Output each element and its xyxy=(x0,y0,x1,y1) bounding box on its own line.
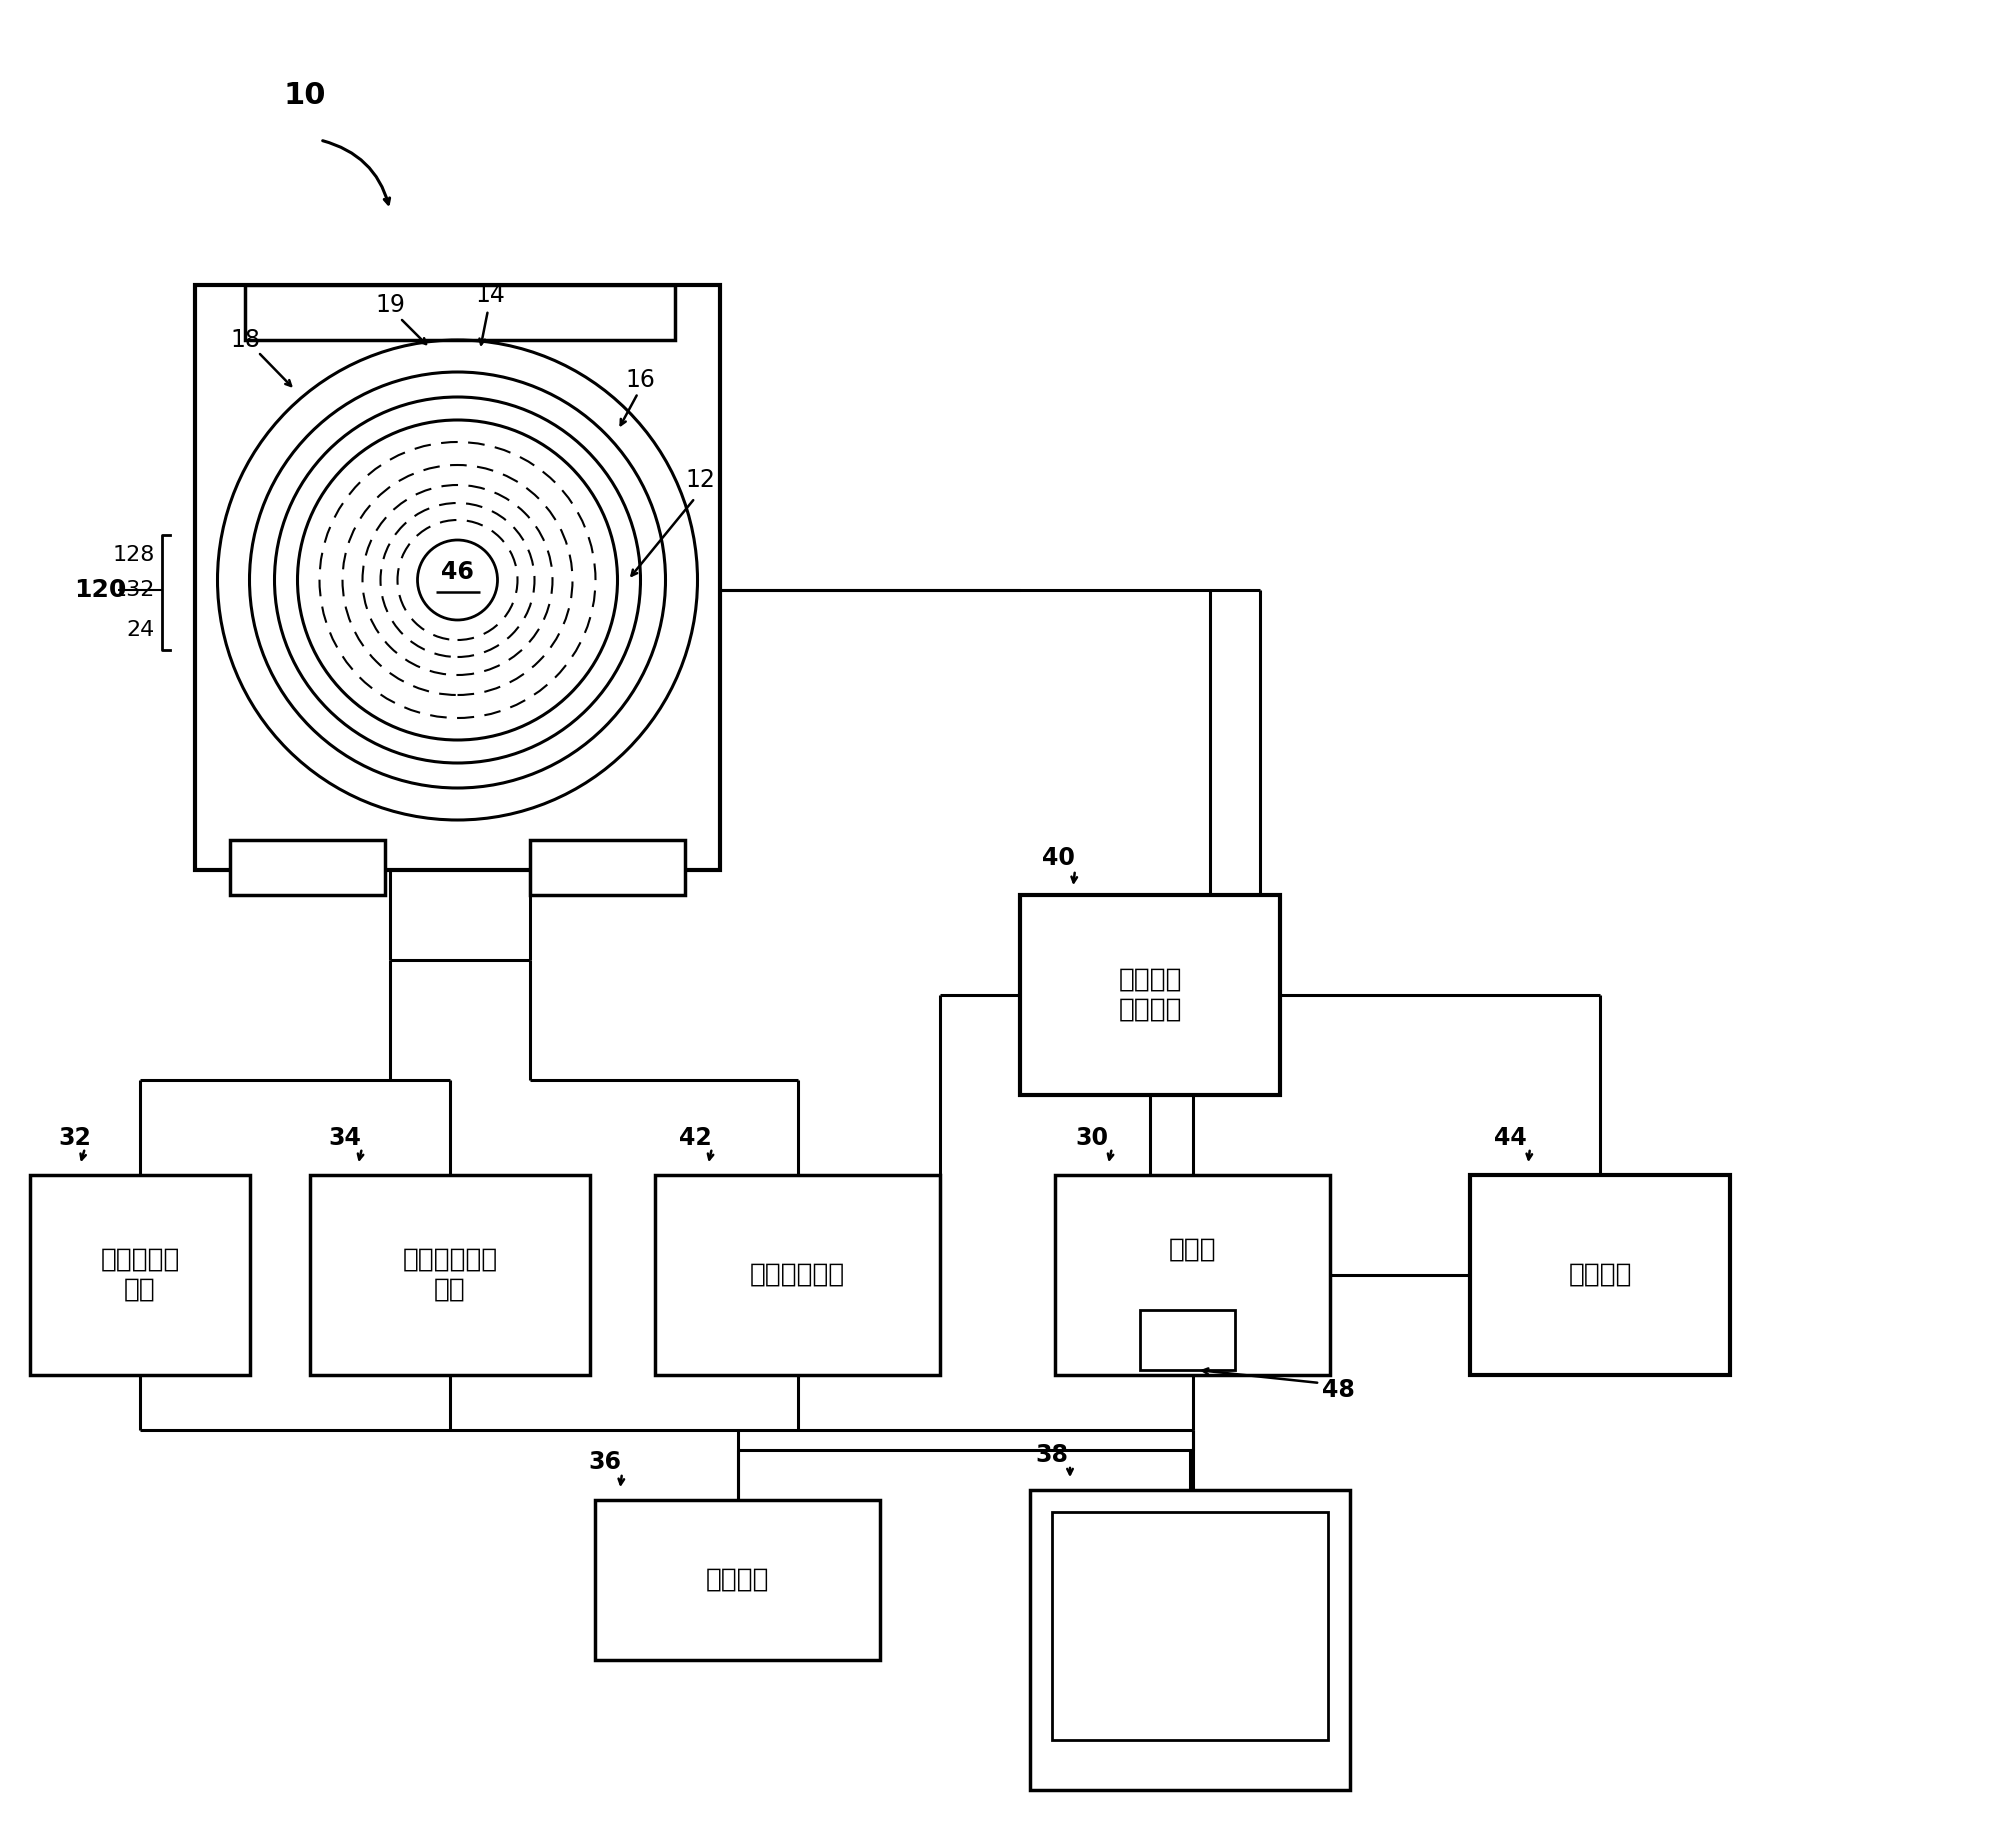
Bar xyxy=(1470,1174,1729,1376)
Text: 40: 40 xyxy=(1042,846,1074,870)
Bar xyxy=(1020,896,1281,1096)
Text: 38: 38 xyxy=(1036,1444,1068,1467)
Text: 主磁场控制
电路: 主磁场控制 电路 xyxy=(100,1248,179,1303)
Text: 18: 18 xyxy=(229,328,261,352)
Text: 接收电路: 接收电路 xyxy=(1568,1262,1631,1288)
Text: 16: 16 xyxy=(625,368,655,392)
Text: 128: 128 xyxy=(114,544,155,564)
Text: 36: 36 xyxy=(588,1449,622,1475)
Text: 19: 19 xyxy=(374,293,404,317)
Circle shape xyxy=(418,540,498,619)
Text: 14: 14 xyxy=(474,282,504,308)
Bar xyxy=(195,286,719,870)
Text: 48: 48 xyxy=(1321,1378,1355,1401)
Text: 射频发射电路: 射频发射电路 xyxy=(749,1262,845,1288)
Text: 30: 30 xyxy=(1076,1127,1108,1150)
Text: 44: 44 xyxy=(1494,1127,1526,1150)
Bar xyxy=(1030,1489,1351,1790)
Bar xyxy=(655,1174,940,1376)
Text: 存储装置: 存储装置 xyxy=(705,1566,769,1594)
Bar xyxy=(596,1500,880,1660)
Bar xyxy=(1056,1174,1331,1376)
Text: 12: 12 xyxy=(685,467,715,493)
Text: 46: 46 xyxy=(440,561,474,584)
Text: 34: 34 xyxy=(329,1127,361,1150)
Bar xyxy=(1052,1511,1329,1740)
Bar xyxy=(311,1174,590,1376)
Text: 132: 132 xyxy=(114,581,155,601)
Text: 控制器: 控制器 xyxy=(1169,1237,1217,1262)
Text: 42: 42 xyxy=(679,1127,711,1150)
Text: 发射接收
转换开关: 发射接收 转换开关 xyxy=(1118,967,1181,1022)
Text: 梯度磁场控制
电路: 梯度磁场控制 电路 xyxy=(402,1248,498,1303)
Bar xyxy=(530,841,685,896)
Bar xyxy=(229,841,384,896)
Text: 32: 32 xyxy=(58,1127,92,1150)
Text: 120: 120 xyxy=(74,579,125,603)
Text: 10: 10 xyxy=(283,81,327,110)
Text: 24: 24 xyxy=(127,619,155,639)
Bar xyxy=(245,286,675,341)
Bar xyxy=(30,1174,251,1376)
Bar xyxy=(1139,1310,1235,1370)
